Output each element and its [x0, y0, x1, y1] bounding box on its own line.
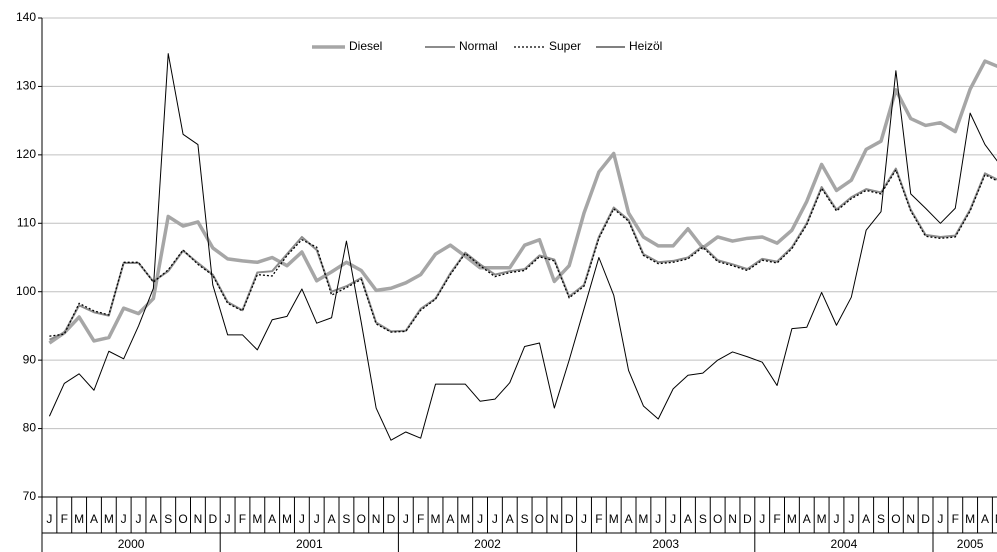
x-tick-label: A	[803, 512, 811, 526]
x-tick-label: S	[699, 512, 707, 526]
y-tick-label: 120	[16, 147, 36, 161]
x-tick-label: O	[357, 512, 366, 526]
y-tick-label: 90	[23, 352, 37, 366]
x-tick-label: J	[581, 512, 587, 526]
x-tick-label: J	[759, 512, 765, 526]
x-tick-label: A	[268, 512, 276, 526]
year-label: 2001	[296, 537, 323, 551]
x-tick-label: M	[638, 512, 648, 526]
x-tick-label: N	[194, 512, 203, 526]
x-tick-label: M	[74, 512, 84, 526]
x-tick-label: N	[906, 512, 915, 526]
year-label: 2003	[652, 537, 679, 551]
year-label: 2000	[118, 537, 145, 551]
y-tick-label: 70	[23, 489, 37, 503]
x-tick-label: J	[833, 512, 839, 526]
x-tick-label: M	[282, 512, 292, 526]
x-tick-label: J	[314, 512, 320, 526]
x-tick-label: M	[965, 512, 975, 526]
x-tick-label: F	[417, 512, 424, 526]
legend-label: Diesel	[349, 39, 382, 53]
y-tick-label: 110	[17, 215, 36, 229]
x-tick-label: A	[862, 512, 870, 526]
x-tick-label: F	[952, 512, 959, 526]
x-tick-label: M	[460, 512, 470, 526]
x-tick-label: F	[595, 512, 602, 526]
legend-label: Heizöl	[629, 39, 662, 53]
x-tick-label: S	[164, 512, 172, 526]
x-tick-label: A	[446, 512, 454, 526]
x-tick-label: M	[252, 512, 262, 526]
x-tick-label: J	[848, 512, 854, 526]
x-tick-label: J	[937, 512, 943, 526]
x-tick-label: D	[208, 512, 217, 526]
x-tick-label: M	[995, 512, 997, 526]
x-tick-label: O	[535, 512, 544, 526]
x-tick-label: J	[670, 512, 676, 526]
x-tick-label: A	[328, 512, 336, 526]
x-tick-label: F	[239, 512, 246, 526]
x-tick-label: S	[521, 512, 529, 526]
x-tick-label: J	[403, 512, 409, 526]
x-tick-label: J	[477, 512, 483, 526]
x-tick-label: J	[299, 512, 305, 526]
y-tick-label: 140	[16, 10, 36, 24]
x-tick-label: J	[492, 512, 498, 526]
x-tick-label: M	[104, 512, 114, 526]
x-tick-label: S	[342, 512, 350, 526]
x-tick-label: J	[46, 512, 52, 526]
x-tick-label: O	[891, 512, 900, 526]
series-line	[49, 169, 997, 337]
series-line	[48, 59, 997, 345]
x-tick-label: J	[136, 512, 142, 526]
x-tick-label: A	[90, 512, 98, 526]
x-tick-label: O	[178, 512, 187, 526]
x-tick-label: A	[625, 512, 633, 526]
x-tick-label: F	[61, 512, 68, 526]
x-tick-label: M	[787, 512, 797, 526]
year-label: 2005	[957, 537, 984, 551]
x-tick-label: N	[372, 512, 381, 526]
series-line	[49, 167, 997, 341]
legend-label: Normal	[459, 39, 498, 53]
y-tick-label: 130	[16, 79, 36, 93]
x-tick-label: D	[743, 512, 752, 526]
legend-label: Super	[549, 39, 581, 53]
x-tick-label: N	[550, 512, 559, 526]
x-tick-label: M	[817, 512, 827, 526]
x-tick-label: A	[684, 512, 692, 526]
x-tick-label: N	[728, 512, 737, 526]
x-tick-label: J	[121, 512, 127, 526]
year-label: 2002	[474, 537, 501, 551]
y-tick-label: 80	[23, 421, 37, 435]
x-tick-label: A	[149, 512, 157, 526]
x-tick-label: O	[713, 512, 722, 526]
y-tick-label: 100	[16, 284, 36, 298]
x-tick-label: S	[877, 512, 885, 526]
x-tick-label: A	[981, 512, 989, 526]
x-tick-label: F	[773, 512, 780, 526]
x-tick-label: D	[565, 512, 574, 526]
x-tick-label: D	[387, 512, 396, 526]
year-label: 2004	[831, 537, 858, 551]
x-tick-label: J	[225, 512, 231, 526]
x-tick-label: J	[655, 512, 661, 526]
series-line	[48, 53, 997, 441]
x-tick-label: D	[921, 512, 930, 526]
x-tick-label: M	[609, 512, 619, 526]
x-tick-label: M	[431, 512, 441, 526]
x-tick-label: A	[506, 512, 514, 526]
